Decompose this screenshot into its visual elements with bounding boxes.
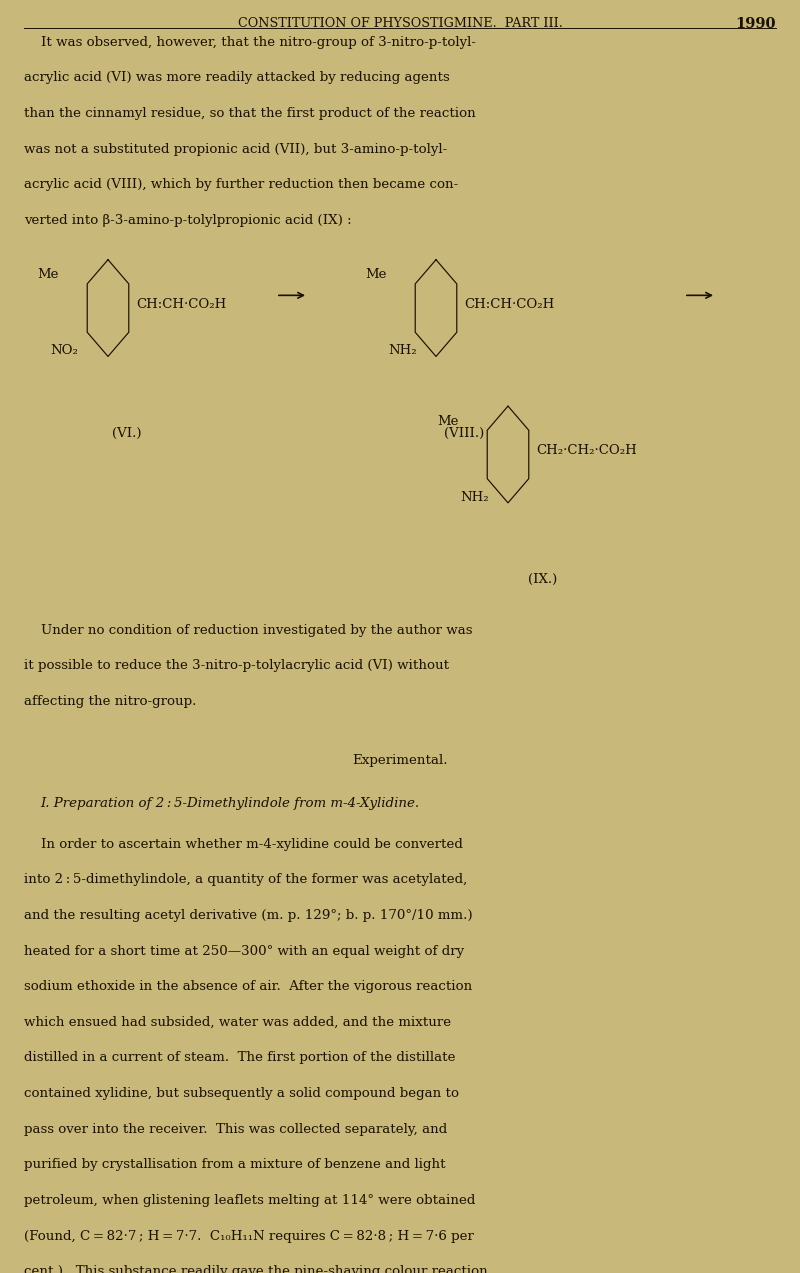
Text: acrylic acid (VI) was more readily attacked by reducing agents: acrylic acid (VI) was more readily attac… [24,71,450,84]
Text: CH:CH·CO₂H: CH:CH·CO₂H [464,298,554,311]
Text: NO₂: NO₂ [50,345,78,358]
Text: In order to ascertain whether m-4-xylidine could be converted: In order to ascertain whether m-4-xylidi… [24,838,463,850]
Text: sodium ethoxide in the absence of air.  After the vigorous reaction: sodium ethoxide in the absence of air. A… [24,980,472,993]
Text: pass over into the receiver.  This was collected separately, and: pass over into the receiver. This was co… [24,1123,447,1136]
Text: which ensued had subsided, water was added, and the mixture: which ensued had subsided, water was add… [24,1016,451,1029]
Text: purified by crystallisation from a mixture of benzene and light: purified by crystallisation from a mixtu… [24,1158,446,1171]
Text: Me: Me [438,415,459,428]
Text: petroleum, when glistening leaflets melting at 114° were obtained: petroleum, when glistening leaflets melt… [24,1194,475,1207]
Text: (Found, C = 82·7 ; H = 7·7.  C₁₀H₁₁N requires C = 82·8 ; H = 7·6 per: (Found, C = 82·7 ; H = 7·7. C₁₀H₁₁N requ… [24,1230,474,1242]
Text: NH₂: NH₂ [388,345,417,358]
Text: (IX.): (IX.) [528,573,558,586]
Text: cent.).  This substance readily gave the pine-shaving colour reaction: cent.). This substance readily gave the … [24,1265,488,1273]
Text: contained xylidine, but subsequently a solid compound began to: contained xylidine, but subsequently a s… [24,1087,459,1100]
Text: (VI.): (VI.) [112,426,142,439]
Text: into 2 : 5-dimethylindole, a quantity of the former was acetylated,: into 2 : 5-dimethylindole, a quantity of… [24,873,467,886]
Text: it possible to reduce the 3-nitro-p-tolylacrylic acid (VI) without: it possible to reduce the 3-nitro-p-toly… [24,659,449,672]
Text: than the cinnamyl residue, so that the first product of the reaction: than the cinnamyl residue, so that the f… [24,107,476,120]
Text: NH₂: NH₂ [460,491,489,504]
Text: Under no condition of reduction investigated by the author was: Under no condition of reduction investig… [24,624,473,636]
Text: verted into β-3-amino-p-tolylpropionic acid (IX) :: verted into β-3-amino-p-tolylpropionic a… [24,214,352,227]
Text: Me: Me [38,269,59,281]
Text: It was observed, however, that the nitro-group of 3-nitro-p-tolyl-: It was observed, however, that the nitro… [24,36,476,48]
Text: and the resulting acetyl derivative (m. p. 129°; b. p. 170°/10 mm.): and the resulting acetyl derivative (m. … [24,909,473,922]
Text: affecting the nitro-group.: affecting the nitro-group. [24,695,196,708]
Text: CONSTITUTION OF PHYSOSTIGMINE.  PART III.: CONSTITUTION OF PHYSOSTIGMINE. PART III. [238,17,562,29]
Text: was not a substituted propionic acid (VII), but 3-amino-p-tolyl-: was not a substituted propionic acid (VI… [24,143,447,155]
Text: Experimental.: Experimental. [352,754,448,766]
Text: acrylic acid (VIII), which by further reduction then became con-: acrylic acid (VIII), which by further re… [24,178,458,191]
Text: (VIII.): (VIII.) [444,426,484,439]
Text: Me: Me [366,269,387,281]
Text: CH:CH·CO₂H: CH:CH·CO₂H [136,298,226,311]
Text: distilled in a current of steam.  The first portion of the distillate: distilled in a current of steam. The fir… [24,1051,455,1064]
Text: I. Preparation of 2 : 5-Dimethylindole from m-4-Xylidine.: I. Preparation of 2 : 5-Dimethylindole f… [40,797,419,810]
Text: heated for a short time at 250—300° with an equal weight of dry: heated for a short time at 250—300° with… [24,945,464,957]
Text: CH₂·CH₂·CO₂H: CH₂·CH₂·CO₂H [536,444,637,457]
Text: 1990: 1990 [735,17,776,31]
